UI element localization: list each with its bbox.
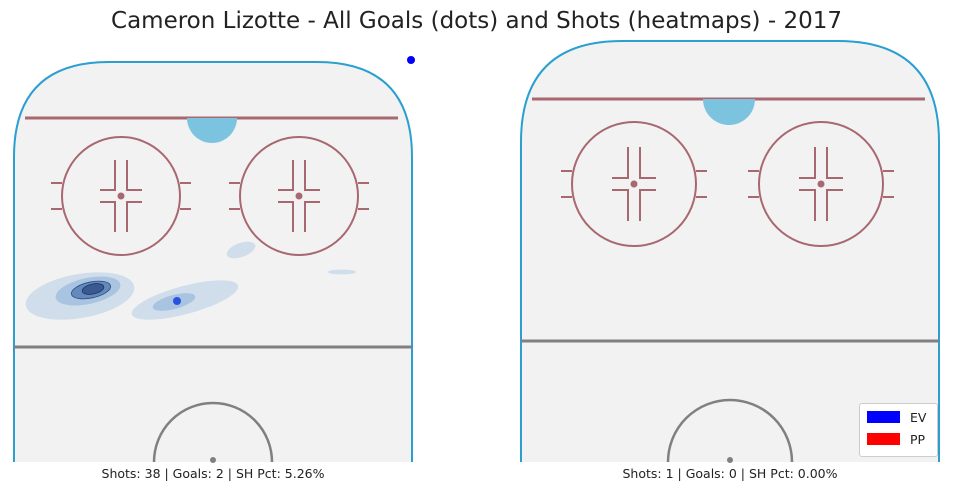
heat-contour-4 <box>328 269 356 275</box>
left-rink-ice <box>13 61 413 462</box>
heat-contour-8 <box>81 283 105 295</box>
right-center-dot <box>727 457 733 463</box>
left-goal-crease <box>187 118 237 143</box>
right-faceoff-dot-2 <box>817 180 825 188</box>
right-rink-ice <box>520 40 940 462</box>
right-faceoff-circle-2 <box>748 121 894 247</box>
legend-swatch-pp <box>867 433 900 445</box>
left-shot-heatmap <box>25 241 356 320</box>
legend: EV PP <box>859 403 938 457</box>
left-faceoff-circle-1 <box>51 136 191 256</box>
right-faceoff-circle-1 <box>561 121 707 247</box>
legend-swatch-ev <box>867 411 900 423</box>
left-center-dot <box>210 457 216 463</box>
left-rink <box>13 61 413 463</box>
legend-label-pp: PP <box>910 432 926 447</box>
legend-label-ev: EV <box>910 410 927 425</box>
goal-dot-ev-2 <box>407 56 415 64</box>
left-center-circle <box>152 401 274 463</box>
left-faceoff-dot-2 <box>295 192 303 200</box>
goal-dot-ev-1 <box>173 297 181 305</box>
right-caption: Shots: 1 | Goals: 0 | SH Pct: 0.00% <box>622 466 838 481</box>
left-goal-dots <box>173 56 415 305</box>
right-goal-crease <box>703 99 755 125</box>
right-rink <box>520 40 940 463</box>
right-center-circle <box>666 398 794 463</box>
right-faceoff-dot-1 <box>630 180 638 188</box>
chart-title: Cameron Lizotte - All Goals (dots) and S… <box>111 8 842 34</box>
left-faceoff-dot-1 <box>117 192 125 200</box>
heat-contour-2 <box>131 280 239 320</box>
left-faceoff-circle-2 <box>229 136 369 256</box>
heat-contour-3 <box>226 241 256 259</box>
left-caption: Shots: 38 | Goals: 2 | SH Pct: 5.26% <box>101 466 325 481</box>
